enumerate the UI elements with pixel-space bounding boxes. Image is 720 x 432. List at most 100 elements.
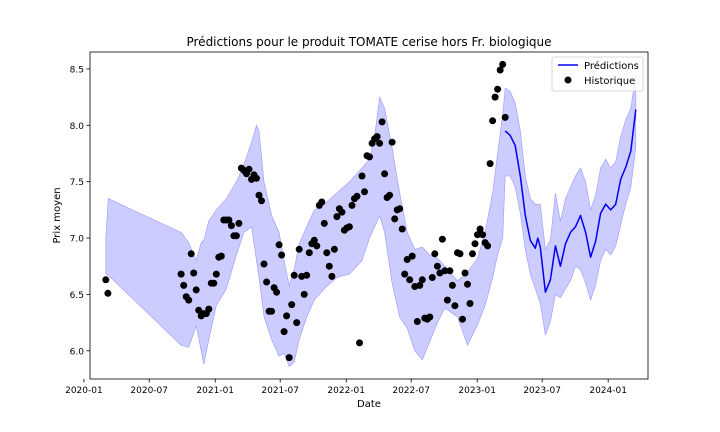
y-tick-label: 8.5 [70,65,84,75]
history-point [348,201,356,209]
history-point [102,276,110,284]
legend-prediction-label: Prédictions [584,60,639,72]
history-point [406,276,414,284]
history-point [446,267,454,275]
history-point [418,276,426,284]
history-point [491,93,499,101]
history-point [433,262,441,270]
history-point [227,222,235,230]
history-point [192,286,200,294]
history-point [283,312,291,320]
history-point [180,281,188,289]
legend-history-label: Historique [584,76,635,87]
history-point [501,113,509,121]
history-point [428,274,436,281]
y-tick-label: 7.0 [70,235,85,245]
history-point [305,249,313,257]
confidence-band [105,74,637,368]
y-tick-label: 7.5 [70,178,84,188]
history-point [205,305,213,313]
history-point [232,232,240,240]
history-point [313,242,321,250]
history-point [273,288,281,296]
history-point [255,191,263,199]
history-point [413,318,421,325]
history-point [376,139,384,147]
history-point [328,272,336,280]
history-point [300,290,308,298]
y-tick-label: 6.0 [70,347,85,357]
x-tick-label: 2022-07 [392,386,430,396]
history-point [459,315,466,323]
history-point [381,170,389,178]
legend: Prédictions Historique [551,56,644,92]
history-point [396,205,404,213]
history-point [403,256,411,263]
history-point [469,250,476,258]
history-point [187,250,195,258]
confidence-band-layer [105,74,637,368]
history-point [333,213,341,221]
history-point [278,251,286,259]
history-point [466,300,474,307]
history-point [494,85,502,93]
history-point [323,249,331,257]
chart-title: Prédictions pour le produit TOMATE ceris… [186,35,551,49]
history-point [451,302,459,310]
history-point [461,269,469,277]
history-point [386,191,394,199]
history-point [479,231,487,239]
history-point [303,271,311,279]
history-point [398,225,406,233]
history-point [426,313,434,321]
history-point [253,174,260,182]
history-points-layer [102,60,509,362]
history-point [288,301,296,309]
y-axis-label: Prix moyen [52,187,63,243]
history-point [378,118,386,126]
history-point [235,219,243,227]
history-point [416,281,424,289]
history-point [373,133,381,141]
history-point [358,172,366,180]
x-tick-label: 2020-01 [65,386,103,396]
history-point [263,278,271,286]
history-point [486,160,494,168]
history-point [318,198,326,206]
x-tick-label: 2023-01 [458,386,496,396]
history-point [464,280,471,288]
history-point [190,269,198,277]
history-point [441,267,449,275]
history-point [489,117,497,125]
x-axis-label: Date [357,399,381,410]
x-axis-ticks: 2020-01 2020-07 2021-01 2021-07 2022-01 2022-… [65,379,627,396]
history-point [443,296,451,304]
history-point [456,250,464,258]
y-tick-label: 8.0 [70,122,85,132]
prediction-line [504,109,637,293]
history-point [185,296,193,304]
x-tick-label: 2021-07 [261,386,299,396]
history-point [474,231,481,239]
history-point [290,271,298,279]
history-point [195,306,203,314]
history-point [268,307,276,315]
history-point [330,245,338,253]
x-tick-label: 2023-07 [523,386,561,396]
history-point [361,188,368,196]
history-point [325,262,333,270]
history-point [438,235,446,243]
history-point [476,225,484,233]
x-tick-label: 2022-01 [327,386,365,396]
y-tick-label: 6.5 [70,291,84,301]
history-point [448,281,456,289]
history-point [280,328,288,336]
x-tick-label: 2024-01 [589,386,627,396]
history-point [210,279,218,287]
history-point [275,241,283,249]
legend-history-swatch [564,76,572,84]
history-point [295,245,303,253]
prediction-line-layer [504,109,637,293]
history-point [217,252,225,260]
